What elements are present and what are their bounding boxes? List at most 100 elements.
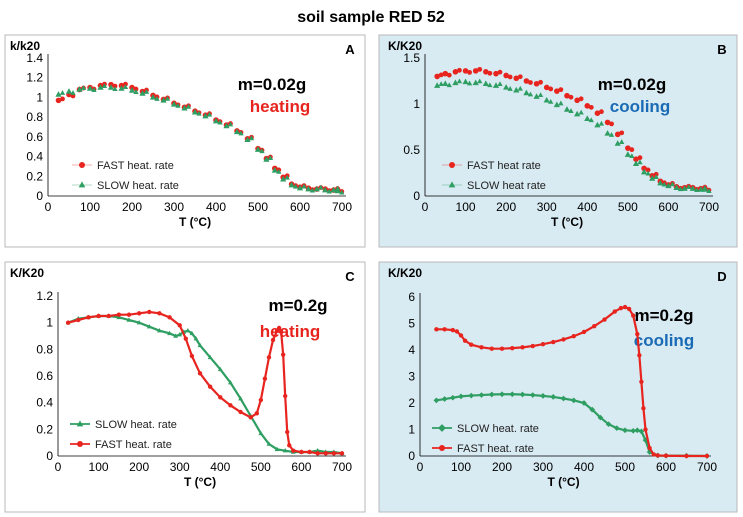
data-point-b <box>706 188 712 193</box>
series-d-1 <box>434 304 710 459</box>
data-point-c <box>238 396 243 401</box>
data-point-a <box>267 155 274 160</box>
series-a-1 <box>55 83 345 195</box>
legend-marker-c <box>77 441 83 447</box>
data-point-a <box>112 83 118 89</box>
panel-d-frame <box>378 261 738 513</box>
data-point-d <box>605 421 612 428</box>
data-point-b <box>645 167 651 173</box>
data-point-a <box>259 148 265 154</box>
legend-label-d: FAST heat. rate <box>457 443 534 455</box>
legend-label-a: FAST heat. rate <box>97 160 174 172</box>
data-point-c <box>167 315 172 320</box>
data-point-b <box>438 72 444 78</box>
data-point-a <box>160 97 167 103</box>
x-tick-label-d: 700 <box>697 460 717 474</box>
data-point-b <box>677 186 684 192</box>
legend-entry-d: FAST heat. rate <box>432 443 534 455</box>
data-point-b <box>533 80 540 87</box>
data-point-b <box>507 86 513 91</box>
series-b-0 <box>434 66 712 193</box>
x-tick-label-b: 300 <box>537 200 557 214</box>
data-point-d <box>570 397 577 404</box>
legend-entry-b: FAST heat rate <box>442 160 541 172</box>
data-point-a <box>202 112 209 119</box>
data-point-c <box>266 441 272 446</box>
data-point-d <box>458 393 464 400</box>
data-point-b <box>641 168 648 175</box>
y-axis-label-b: K/K20 <box>388 39 422 53</box>
data-point-b <box>507 74 513 80</box>
x-tick-label-d: 400 <box>574 460 594 474</box>
data-point-a <box>238 130 244 136</box>
data-point-b <box>482 80 489 86</box>
data-point-b <box>619 139 625 144</box>
x-axis-label-b: T (°C) <box>551 215 583 229</box>
data-point-b <box>629 147 635 153</box>
x-tick-label-c: 500 <box>251 460 271 474</box>
data-point-b <box>657 179 664 186</box>
x-tick-label-a: 600 <box>290 200 310 214</box>
data-point-d <box>571 334 576 339</box>
panel-a: 0 100 200 300 400 500 600 700 0 0.2 0.4 0.6 0.8 1 1.2 1… <box>4 34 366 248</box>
data-point-d <box>638 428 645 435</box>
data-point-a <box>206 111 213 117</box>
data-point-d <box>612 309 617 314</box>
data-point-b <box>553 101 560 108</box>
data-point-a <box>334 187 341 194</box>
data-point-b <box>548 86 554 92</box>
data-point-d <box>540 392 546 399</box>
legend-marker-d <box>438 424 446 432</box>
data-point-c <box>177 332 183 337</box>
data-point-b <box>604 119 611 126</box>
data-point-a <box>313 185 320 192</box>
x-tick-label-a: 300 <box>164 200 184 214</box>
data-point-c <box>262 376 268 381</box>
data-point-a <box>112 86 118 91</box>
data-point-a <box>91 87 97 92</box>
data-point-d <box>647 445 652 451</box>
panel-label-a: A <box>345 42 355 57</box>
data-point-c <box>96 313 101 319</box>
data-point-b <box>527 91 534 97</box>
data-point-b <box>568 94 574 100</box>
mode-annotation-b: cooling <box>610 97 670 116</box>
y-tick-label-d: 1 <box>408 423 415 437</box>
data-point-c <box>86 315 91 320</box>
data-point-d <box>581 329 587 335</box>
x-tick-label-c: 400 <box>210 460 230 474</box>
data-point-d <box>551 339 556 345</box>
data-point-b <box>629 153 635 159</box>
mode-annotation-a: heating <box>250 97 310 116</box>
data-point-a <box>107 84 115 90</box>
data-point-a <box>318 184 324 190</box>
data-point-d <box>510 345 515 351</box>
x-tick-label-a: 700 <box>332 200 352 214</box>
data-point-a <box>101 83 108 88</box>
data-point-b <box>456 78 463 84</box>
data-point-d <box>441 396 448 402</box>
data-point-d <box>581 400 587 406</box>
data-point-b <box>452 79 459 86</box>
data-point-a <box>301 183 307 189</box>
data-point-d <box>631 313 636 318</box>
data-point-a <box>322 186 329 193</box>
x-tick-label-b: 100 <box>456 200 476 214</box>
x-tick-label-c: 300 <box>170 460 190 474</box>
y-tick-label-a: 1 <box>36 90 43 104</box>
data-point-c <box>193 336 199 341</box>
data-point-b <box>537 92 544 98</box>
data-point-b <box>594 110 601 116</box>
data-point-c <box>270 337 276 343</box>
data-point-a <box>244 136 251 143</box>
data-point-d <box>489 346 494 351</box>
data-point-c <box>207 384 213 389</box>
data-point-c <box>248 415 253 420</box>
data-point-c <box>116 314 122 320</box>
data-point-c <box>280 352 286 357</box>
data-point-d <box>592 323 597 329</box>
y-tick-label-d: 2 <box>408 396 415 410</box>
data-point-a <box>65 88 73 94</box>
data-point-a <box>276 168 282 174</box>
